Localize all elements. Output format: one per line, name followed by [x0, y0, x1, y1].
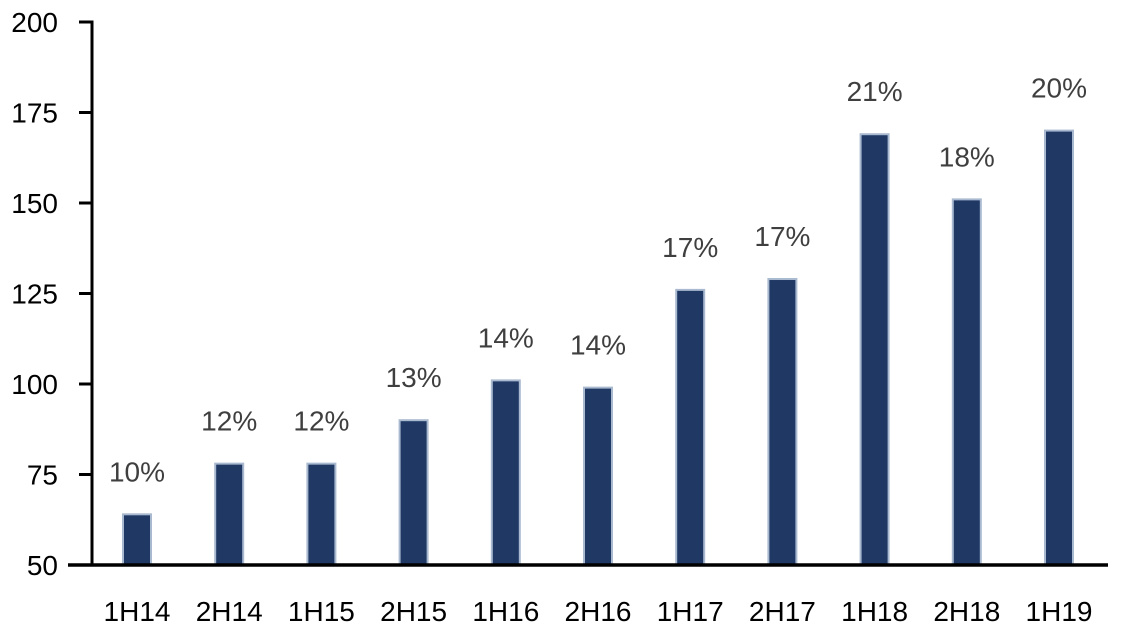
bar-1H17	[675, 288, 706, 566]
bar-value-label-1H18: 21%	[847, 76, 903, 107]
bar-1H19	[1044, 129, 1074, 566]
bar-1H18	[859, 133, 890, 566]
bar-1H15	[306, 462, 337, 567]
bar-2H17	[767, 278, 798, 566]
bar-2H14	[214, 462, 245, 567]
x-category-label-2H18: 2H18	[933, 596, 1000, 627]
bar-2H18	[951, 198, 982, 566]
x-category-label-1H18: 1H18	[841, 596, 908, 627]
y-tick-label: 175	[11, 98, 58, 129]
bar-2H15	[398, 419, 429, 567]
x-category-label-2H14: 2H14	[196, 596, 263, 627]
x-category-label-2H17: 2H17	[749, 596, 816, 627]
bar-value-label-1H17: 17%	[662, 232, 718, 263]
bar-value-label-2H15: 13%	[386, 362, 442, 393]
x-category-label-1H17: 1H17	[657, 596, 724, 627]
y-tick-label: 125	[11, 279, 58, 310]
y-tick-label: 150	[11, 188, 58, 219]
bar-value-label-2H17: 17%	[754, 221, 810, 252]
bar-1H16	[490, 379, 521, 566]
y-tick-label: 75	[27, 460, 58, 491]
bar-value-label-2H14: 12%	[201, 406, 257, 437]
x-category-label-1H15: 1H15	[288, 596, 355, 627]
x-category-label-2H16: 2H16	[565, 596, 632, 627]
x-category-label-1H19: 1H19	[1026, 596, 1093, 627]
x-category-label-2H15: 2H15	[380, 596, 447, 627]
bar-value-label-1H15: 12%	[293, 406, 349, 437]
bar-value-label-2H16: 14%	[570, 330, 626, 361]
bar-1H14	[122, 513, 152, 567]
bar-value-label-1H14: 10%	[109, 456, 165, 487]
x-category-label-1H14: 1H14	[104, 596, 171, 627]
bar-value-label-1H19: 20%	[1031, 73, 1087, 104]
y-tick-label: 50	[27, 550, 58, 581]
bar-value-label-2H18: 18%	[939, 141, 995, 172]
y-tick-label: 200	[11, 7, 58, 38]
y-tick-label: 100	[11, 369, 58, 400]
bar-value-label-1H16: 14%	[478, 322, 534, 353]
bar-2H16	[583, 386, 613, 566]
x-category-label-1H16: 1H16	[472, 596, 539, 627]
